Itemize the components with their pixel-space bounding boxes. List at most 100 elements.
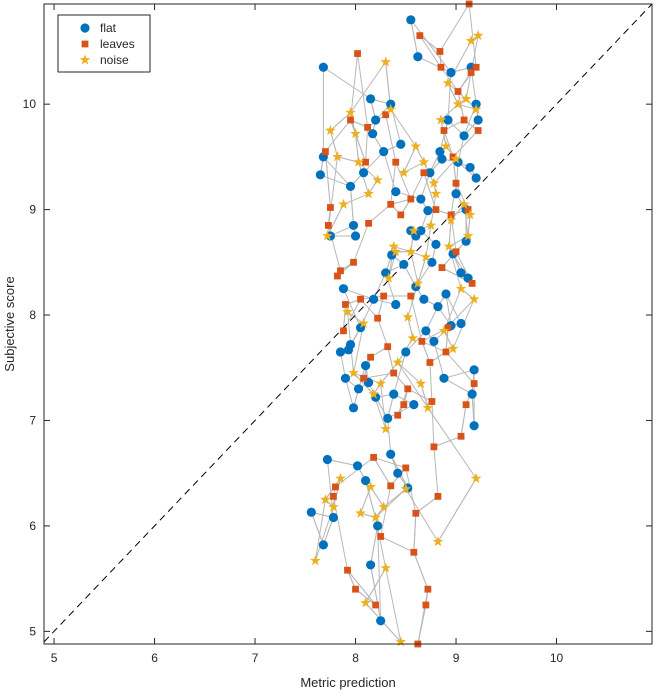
connector-line — [417, 604, 427, 645]
noise-point — [385, 103, 397, 114]
leaves-point — [472, 63, 480, 71]
connector-line — [380, 536, 415, 553]
leaves-point — [444, 324, 452, 332]
connector-line — [443, 377, 473, 395]
noise-point — [328, 501, 339, 512]
y-tick-label: 8 — [29, 308, 36, 322]
leaves-point — [460, 116, 468, 124]
connector-line — [373, 456, 406, 469]
flat-point — [328, 512, 339, 523]
noise-point — [472, 30, 484, 41]
leaves-point — [412, 509, 420, 517]
connector-line — [324, 119, 351, 152]
leaves-point — [407, 292, 415, 300]
connector-line — [387, 418, 392, 455]
connector-line — [355, 133, 360, 163]
y-tick-label: 5 — [29, 624, 36, 638]
leaves-point — [354, 50, 361, 57]
flat-point — [456, 268, 466, 278]
connector-line — [395, 161, 412, 200]
connector-line — [358, 162, 370, 194]
x-tick-label: 8 — [352, 651, 359, 665]
connector-line — [360, 486, 372, 514]
x-tick-label: 6 — [151, 651, 158, 665]
connector-line — [427, 407, 477, 479]
noise-point — [410, 140, 422, 151]
connector-line — [410, 251, 419, 284]
leaves-point — [390, 369, 398, 377]
connector-line — [350, 61, 387, 113]
flat-point — [389, 389, 399, 399]
connector-line — [368, 203, 392, 224]
noise-point — [310, 555, 321, 566]
connector-line — [350, 53, 359, 121]
leaves-point — [332, 483, 339, 491]
noise-point — [468, 293, 480, 304]
connector-line — [433, 435, 462, 448]
flat-point — [467, 389, 477, 399]
connector-line — [425, 225, 432, 258]
leaves-point — [430, 443, 438, 451]
flat-point — [451, 189, 461, 199]
noise-point — [405, 246, 417, 257]
noise-point — [407, 332, 419, 343]
connector-line — [390, 109, 417, 147]
leaves-point — [370, 453, 378, 461]
noise-point — [380, 423, 392, 434]
leaves-point — [360, 374, 367, 382]
leaves-point — [449, 153, 457, 161]
flat-point — [318, 62, 328, 72]
connector-line — [433, 158, 457, 184]
connector-line — [310, 512, 324, 546]
noise-point — [335, 472, 346, 483]
y-axis-label: Subjective score — [2, 276, 17, 371]
noise-point — [365, 481, 376, 492]
connector-line — [413, 552, 429, 590]
connector-line — [326, 204, 344, 237]
leaves-point — [402, 464, 410, 472]
leaves-point — [420, 169, 428, 177]
connector-line — [350, 186, 355, 226]
connector-line — [403, 146, 417, 173]
connector-line — [415, 495, 439, 514]
flat-point — [322, 454, 332, 465]
connector-line — [397, 362, 429, 409]
flat-point — [379, 147, 389, 157]
flat-point — [423, 206, 433, 216]
connector-line — [332, 478, 341, 508]
y-tick-label: 6 — [29, 519, 36, 533]
leaves-point — [442, 348, 450, 356]
connector-line — [452, 130, 479, 158]
leaves-point — [424, 585, 432, 593]
connector-line — [410, 19, 419, 57]
noise-point — [435, 114, 447, 125]
flat-point — [306, 507, 316, 517]
axis-ticks: 5 6 7 8 9 10 5 6 7 8 9 10 — [23, 4, 652, 665]
flat-point — [348, 220, 359, 231]
connector-line — [433, 446, 439, 497]
leaves-point — [400, 401, 408, 409]
leaves-point — [436, 48, 444, 55]
noise-point — [430, 188, 442, 199]
connector-line — [445, 293, 462, 324]
connector-line — [457, 91, 465, 121]
leaves-point — [426, 359, 434, 366]
flat-point — [469, 421, 479, 431]
leaves-point — [440, 127, 448, 134]
connector-line — [405, 488, 439, 542]
noise-point — [368, 388, 379, 399]
leaves-point — [392, 158, 400, 166]
flat-point — [461, 236, 471, 246]
noise-point — [442, 77, 454, 88]
connector-line — [387, 404, 415, 419]
connector-line — [383, 151, 397, 192]
leaves-point — [462, 401, 470, 409]
noise-point — [432, 536, 444, 547]
flat-point — [419, 294, 429, 304]
connector-line — [393, 351, 407, 395]
noise-point — [320, 493, 331, 505]
connector-line — [397, 362, 422, 384]
connector-line — [419, 35, 442, 68]
noise-point — [402, 311, 414, 322]
